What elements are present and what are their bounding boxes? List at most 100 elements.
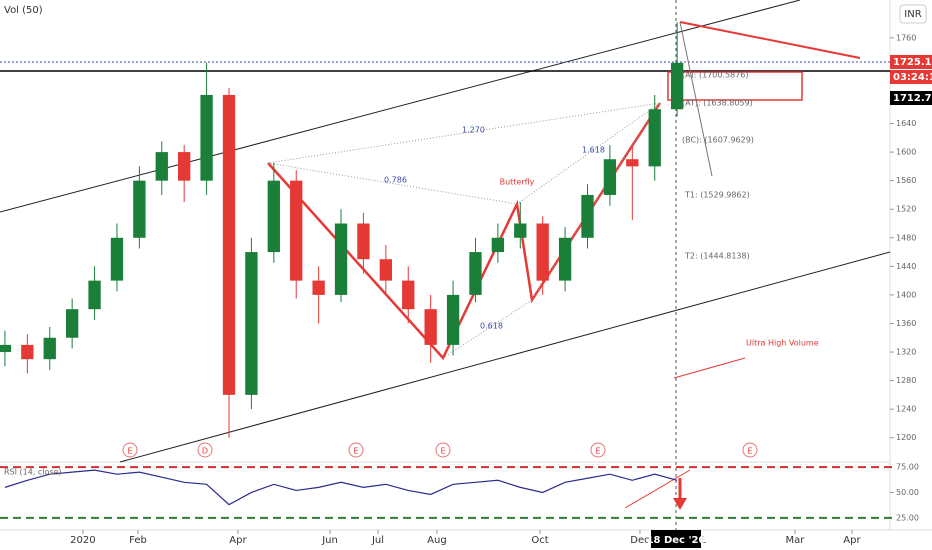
projection-line xyxy=(679,21,713,177)
down-arrow-head xyxy=(673,498,687,510)
plot: 1200 1240 1280 1320 1360 1400 1440 1480 1520 1560… xyxy=(0,22,919,546)
target-label: (BC): (1607.9629) xyxy=(682,136,754,145)
candle-body xyxy=(290,180,303,281)
candle-body xyxy=(43,337,56,360)
event-marker xyxy=(435,442,451,458)
y-tick-label: 1520 xyxy=(896,205,916,214)
candle-body xyxy=(245,252,258,395)
candle-body xyxy=(536,223,549,281)
fib-ratio: 0.786 xyxy=(384,176,407,185)
timer-tag xyxy=(890,70,932,84)
event-marker xyxy=(197,442,213,458)
currency-box xyxy=(899,4,927,24)
x-tick-label: Dec xyxy=(630,535,649,546)
y-tick-label: 75.00 xyxy=(896,463,919,472)
fib-ratio: 1.618 xyxy=(582,146,605,155)
y-tick-label: 50.00 xyxy=(896,488,919,497)
candle-body xyxy=(446,294,460,345)
candle-body xyxy=(491,237,505,253)
price-tag-label: 1725.10 xyxy=(893,57,932,68)
x-tick-label: Aug xyxy=(427,535,447,546)
candle-body xyxy=(267,180,280,253)
candle-body xyxy=(558,237,572,281)
candle-body xyxy=(312,280,325,295)
candle-body xyxy=(581,194,594,238)
candle-body xyxy=(379,259,393,281)
y-tick-label: 25.00 xyxy=(896,513,919,522)
x-tick-label: Apr xyxy=(229,535,247,546)
candle-body xyxy=(110,237,124,281)
y-tick-label: 1760 xyxy=(896,33,916,42)
candle-body xyxy=(424,309,437,345)
event-marker-label: D xyxy=(202,447,208,456)
candle-body xyxy=(222,94,236,395)
event-marker xyxy=(590,442,606,458)
candle-body xyxy=(334,223,348,295)
y-tick-label: 1360 xyxy=(896,319,916,328)
cursor-tag xyxy=(651,530,701,548)
candle-body xyxy=(626,159,639,167)
level-tag-label: 1712.75 xyxy=(893,93,932,104)
event-marker-label: E xyxy=(127,447,132,456)
candle-body xyxy=(603,159,617,195)
candle-body xyxy=(648,109,661,167)
event-marker-label: E xyxy=(353,447,358,456)
event-marker-label: E xyxy=(595,447,600,456)
channel-lower xyxy=(119,251,891,463)
x-tick-label: Jul xyxy=(371,535,384,546)
volume-label: Vol (50) xyxy=(4,5,43,16)
target-label: T1: (1529.9862) xyxy=(684,191,750,200)
candle-body xyxy=(200,94,213,181)
candle-body xyxy=(514,223,527,238)
channel-upper xyxy=(0,0,801,213)
x-tick-label: Feb xyxy=(129,535,147,546)
target-label: (A): (1700.5876) xyxy=(682,71,748,80)
candle-body xyxy=(357,223,370,260)
prz-box xyxy=(667,71,803,101)
event-marker xyxy=(742,442,758,458)
y-tick-label: 1640 xyxy=(896,119,916,128)
fib-ratio: 0.618 xyxy=(480,322,503,331)
y-tick-label: 1560 xyxy=(896,176,916,185)
event-marker-label: E xyxy=(747,447,752,456)
candle-body xyxy=(670,62,684,110)
y-tick-label: 1600 xyxy=(896,148,916,157)
y-tick-label: 1200 xyxy=(896,433,916,442)
price-tag xyxy=(890,55,932,69)
fib-ratio: 1.270 xyxy=(462,126,485,135)
x-tick-label: Apr xyxy=(843,535,861,546)
rsi-line xyxy=(4,469,678,506)
callout-label: Ultra High Volume xyxy=(746,339,819,348)
pattern-label: Butterfly xyxy=(500,178,535,187)
candle-body xyxy=(65,309,79,338)
y-tick-label: 1480 xyxy=(896,233,916,242)
target-label: T2: (1444.8138) xyxy=(684,252,750,261)
timer-tag-label: 03:24:16 xyxy=(893,72,932,83)
event-marker xyxy=(348,442,364,458)
x-tick-label: 2020 xyxy=(70,535,95,546)
y-tick-label: 1280 xyxy=(896,376,916,385)
target-label: (AT): (1638.8059) xyxy=(682,99,753,108)
drawings xyxy=(0,0,891,530)
cursor-tag-label: 18 Dec '20 xyxy=(647,535,706,546)
y-tick-label: 1440 xyxy=(896,262,916,271)
candle-body xyxy=(155,152,168,181)
trend-arrow xyxy=(679,21,861,59)
candle-body xyxy=(469,252,482,295)
y-tick-label: 1240 xyxy=(896,405,916,414)
rsi-trendline xyxy=(624,469,691,509)
candle-body xyxy=(21,344,34,360)
candle-body xyxy=(402,280,415,310)
candle-body xyxy=(178,152,191,181)
candle-body xyxy=(133,180,146,238)
y-tick-label: 1400 xyxy=(896,290,916,299)
event-marker xyxy=(122,442,138,458)
candle-body xyxy=(0,344,12,353)
level-tag xyxy=(890,91,932,105)
candle-body xyxy=(88,280,101,310)
rsi-label: RSI (14, close) xyxy=(4,468,62,477)
y-tick-label: 1320 xyxy=(896,348,916,357)
event-marker-label: E xyxy=(440,447,445,456)
